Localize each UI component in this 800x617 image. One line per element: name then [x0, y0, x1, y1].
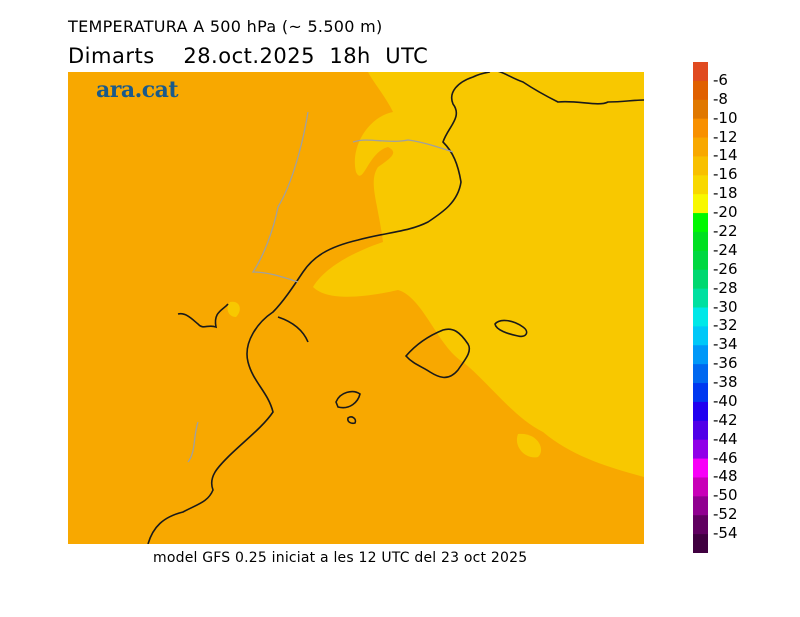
field-east [313, 72, 644, 477]
map-title: TEMPERATURA A 500 hPa (~ 5.500 m) [68, 17, 383, 36]
field-small-spot [227, 301, 240, 317]
colorbar-label: -12 [713, 127, 738, 146]
colorbar-label: -44 [713, 429, 738, 448]
colorbar-label: -34 [713, 335, 738, 354]
temperature-map [68, 69, 645, 545]
colorbar-label: -46 [713, 448, 738, 467]
colorbar-swatch [693, 477, 708, 497]
colorbar-label: -54 [713, 524, 738, 543]
colorbar-label: -32 [713, 316, 738, 335]
ara-cat-logo: ara.cat [96, 77, 179, 103]
colorbar-label: -22 [713, 221, 738, 240]
colorbar-label: -26 [713, 259, 738, 278]
colorbar-label: -24 [713, 240, 738, 259]
colorbar-swatch [693, 534, 708, 553]
colorbar-swatch [693, 175, 708, 195]
colorbar-swatch [693, 250, 708, 271]
colorbar-swatch [693, 99, 708, 120]
colorbar-swatch [693, 515, 708, 535]
colorbar-swatch [693, 137, 708, 157]
colorbar [693, 62, 708, 553]
colorbar-swatch [693, 345, 708, 365]
map-date: Dimarts 28.oct.2025 18h UTC [68, 44, 429, 68]
colorbar-swatch [693, 439, 708, 460]
colorbar-swatch [693, 213, 708, 233]
island-menorca [494, 319, 528, 338]
colorbar-label: -8 [713, 89, 728, 108]
island-mallorca [404, 328, 471, 379]
colorbar-swatch [693, 80, 708, 101]
colorbar-swatch [693, 156, 708, 176]
colorbar-swatch [693, 288, 708, 308]
colorbar-label: -40 [713, 391, 738, 410]
colorbar-swatch [693, 62, 708, 82]
colorbar-swatch [693, 194, 708, 214]
colorbar-label: -38 [713, 373, 738, 392]
colorbar-label: -10 [713, 108, 738, 127]
borders [187, 111, 454, 463]
colorbar-swatch [693, 326, 708, 346]
colorbar-swatch [693, 383, 708, 403]
coastline [147, 69, 645, 545]
colorbar-swatch [693, 496, 708, 516]
colorbar-swatch [693, 401, 708, 422]
colorbar-label: -42 [713, 410, 738, 429]
field-warm-spot [516, 433, 542, 458]
colorbar-label: -50 [713, 486, 738, 505]
colorbar-swatch [693, 269, 708, 290]
colorbar-label: -14 [713, 146, 738, 165]
island-ibiza [335, 390, 361, 409]
colorbar-swatch [693, 364, 708, 384]
colorbar-swatch [693, 231, 708, 252]
island-formentera [347, 416, 357, 425]
colorbar-label: -28 [713, 278, 738, 297]
colorbar-label: -16 [713, 165, 738, 184]
model-info: model GFS 0.25 iniciat a les 12 UTC del … [153, 550, 528, 566]
colorbar-swatch [693, 307, 708, 327]
colorbar-label: -48 [713, 467, 738, 486]
colorbar-swatch [693, 118, 708, 139]
colorbar-label: -6 [713, 70, 728, 89]
colorbar-label: -20 [713, 203, 738, 222]
colorbar-swatch [693, 458, 708, 478]
colorbar-label: -52 [713, 505, 738, 524]
colorbar-label: -30 [713, 297, 738, 316]
colorbar-swatch [693, 420, 708, 441]
colorbar-label: -18 [713, 184, 738, 203]
colorbar-label: -36 [713, 354, 738, 373]
